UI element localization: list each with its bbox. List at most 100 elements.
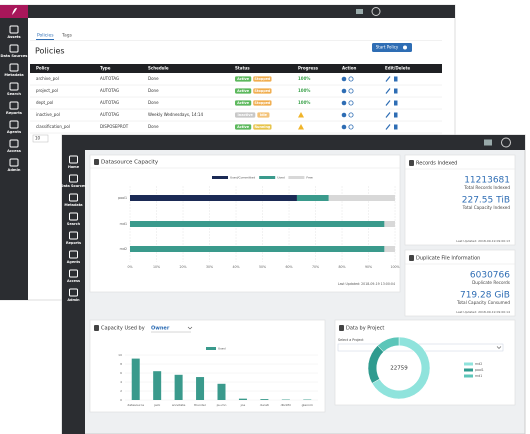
policy-name: dept_pol [36, 100, 53, 105]
page-size[interactable]: 10 [35, 136, 41, 141]
nav-icon[interactable] [69, 212, 78, 221]
metric-label: Total Records Indexed [463, 185, 510, 190]
action-stop[interactable] [348, 112, 354, 118]
nav-icon[interactable] [69, 193, 78, 202]
nav-icon[interactable] [9, 158, 19, 167]
status-badge [253, 124, 272, 130]
nav-icon[interactable] [9, 44, 19, 53]
nav-icon[interactable] [9, 82, 19, 91]
nav-label[interactable]: Metadata [4, 73, 24, 77]
panel-title: Data by Project [346, 326, 384, 332]
policy-schedule: Done [148, 76, 159, 81]
panel-title: Records Indexed [416, 161, 457, 167]
page-size-select[interactable] [32, 134, 49, 143]
panel-icon [409, 160, 414, 166]
nav-icon[interactable] [69, 250, 78, 259]
delete-icon[interactable] [394, 124, 398, 130]
flag-icon [484, 139, 492, 146]
last-updated: Last Updated: 2018-09-19 09:00:14 [456, 310, 510, 314]
nav-icon[interactable] [69, 155, 78, 164]
tab[interactable]: Policies [37, 33, 54, 39]
owner-selector[interactable]: Owner [151, 326, 170, 332]
bar-segment [384, 246, 395, 252]
panel-icon [339, 325, 344, 331]
nav-label[interactable]: Reports [66, 241, 81, 245]
nav-icon[interactable] [9, 25, 19, 34]
select-label: Select a Project [338, 338, 364, 342]
delete-icon[interactable] [394, 100, 398, 106]
bar-segment [130, 246, 385, 252]
action-run[interactable] [341, 124, 347, 130]
nav-label[interactable]: Data Sources [1, 54, 28, 58]
category-label: pool1 [118, 196, 127, 200]
nav-icon[interactable] [69, 231, 78, 240]
nav-label[interactable]: Agents [7, 130, 21, 134]
nav-label[interactable]: Assets [7, 35, 20, 39]
action-run[interactable] [341, 76, 347, 82]
bar [196, 377, 205, 400]
x-tick-label: 50% [259, 265, 266, 269]
nav-label[interactable]: Metadata [64, 203, 83, 207]
action-run[interactable] [341, 88, 347, 94]
policy-schedule: Weekly Wednesdays, 14:14 [148, 112, 203, 117]
x-tick-label: jack [153, 403, 160, 407]
legend-swatch [206, 347, 216, 350]
nav-label[interactable]: Search [7, 92, 21, 96]
policy-schedule: Done [148, 124, 159, 129]
edit-icon[interactable] [385, 88, 391, 94]
delete-icon[interactable] [394, 88, 398, 94]
nav-label[interactable]: Admin [8, 168, 21, 172]
status-label: Stopped [254, 77, 271, 81]
nav-label[interactable]: Agents [67, 260, 80, 264]
status-badge [235, 76, 252, 82]
action-stop[interactable] [348, 100, 354, 106]
policy-type: AUTOTAG [100, 76, 119, 81]
metric-value: 6030766 [470, 271, 510, 281]
nav-label[interactable]: Home [68, 165, 80, 169]
status-badge [235, 112, 256, 118]
start-button-label[interactable]: Start Policy [376, 45, 399, 50]
edit-icon[interactable] [385, 76, 391, 82]
nav-label[interactable]: Access [7, 149, 21, 153]
policy-name: archive_pol [36, 76, 59, 81]
start-button[interactable] [372, 43, 412, 52]
nav-icon[interactable] [9, 63, 19, 72]
status-badge [257, 112, 270, 118]
nav-label[interactable]: Search [67, 222, 81, 226]
metric-label: Total Capacity Indexed [462, 205, 511, 210]
nav-label[interactable]: Access [67, 279, 80, 283]
edit-icon[interactable] [385, 100, 391, 106]
bar-segment [130, 195, 297, 201]
status-label: Stopped [254, 101, 271, 105]
status-badge [235, 100, 252, 106]
action-run[interactable] [341, 100, 347, 106]
user-icon[interactable] [371, 7, 381, 16]
nav-icon[interactable] [9, 101, 19, 110]
page-title: Policies [35, 47, 65, 56]
flag-icon [356, 9, 363, 14]
tab[interactable]: Tags [61, 33, 73, 39]
edit-icon[interactable] [385, 112, 391, 118]
action-stop[interactable] [348, 124, 354, 130]
nav-label[interactable]: Admin [67, 298, 80, 302]
action-run[interactable] [341, 112, 347, 118]
nav-icon[interactable] [9, 120, 19, 129]
edit-icon[interactable] [385, 124, 391, 130]
nav-icon[interactable] [9, 139, 19, 148]
delete-icon[interactable] [394, 112, 398, 118]
action-stop[interactable] [348, 88, 354, 94]
delete-icon[interactable] [394, 76, 398, 82]
warning-icon [298, 124, 304, 130]
nav-label[interactable]: Data Sources [61, 184, 86, 188]
select-caret [496, 346, 502, 349]
x-tick-label: 100% [390, 265, 399, 269]
nav-label[interactable]: Reports [6, 111, 22, 115]
nav-icon[interactable] [69, 174, 78, 183]
action-stop[interactable] [348, 76, 354, 82]
selector-caret [187, 326, 193, 330]
x-tick-label: 60% [285, 265, 292, 269]
nav-icon[interactable] [69, 269, 78, 278]
nav-icon[interactable] [69, 288, 78, 297]
user-icon[interactable] [501, 137, 511, 148]
status-label: Stopped [254, 89, 271, 93]
